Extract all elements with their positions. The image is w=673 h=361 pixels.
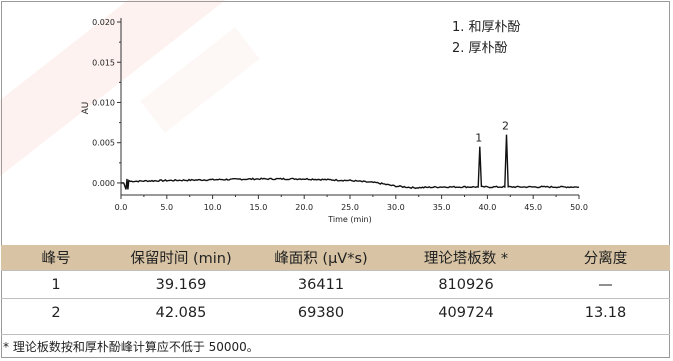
x-tick-label: 20.0 xyxy=(295,203,313,212)
x-axis-label: Time (min) xyxy=(327,215,371,224)
cell-retention-time: 42.085 xyxy=(111,298,251,326)
header-retention-time: 保留时间 (min) xyxy=(111,245,251,271)
x-tick-label: 35.0 xyxy=(433,203,451,212)
x-tick-label: 0.0 xyxy=(115,203,128,212)
header-peak-no: 峰号 xyxy=(1,245,111,271)
cell-plates: 409724 xyxy=(391,298,541,326)
peak-legend: 1. 和厚朴酚 2. 厚朴酚 xyxy=(452,17,521,59)
table-row: 2 42.085 69380 409724 13.18 xyxy=(1,298,670,326)
legend-item-2: 2. 厚朴酚 xyxy=(452,41,508,56)
table-header-row: 峰号 保留时间 (min) 峰面积 (μV*s) 理论塔板数 * 分离度 xyxy=(1,245,670,271)
x-tick-label: 10.0 xyxy=(204,203,222,212)
table-row: 1 39.169 36411 810926 — xyxy=(1,270,670,299)
table-footnote: * 理论板数按和厚朴酚峰计算应不低于 50000。 xyxy=(1,334,670,358)
cell-plates: 810926 xyxy=(391,270,541,299)
y-tick-label: 0.005 xyxy=(92,139,115,148)
cell-peak-area: 69380 xyxy=(251,298,391,326)
results-table: 峰号 保留时间 (min) 峰面积 (μV*s) 理论塔板数 * 分离度 1 3… xyxy=(1,245,670,326)
cell-peak-no: 1 xyxy=(1,270,111,299)
cell-resolution: 13.18 xyxy=(541,298,670,326)
cell-peak-no: 2 xyxy=(1,298,111,326)
cell-retention-time: 39.169 xyxy=(111,270,251,299)
x-tick-label: 5.0 xyxy=(160,203,173,212)
x-tick-label: 40.0 xyxy=(478,203,496,212)
cell-resolution: — xyxy=(541,270,670,299)
y-axis-label: AU xyxy=(81,102,91,115)
legend-item-1: 1. 和厚朴酚 xyxy=(452,20,521,35)
x-tick-label: 25.0 xyxy=(341,203,359,212)
x-tick-label: 45.0 xyxy=(524,203,542,212)
header-plates: 理论塔板数 * xyxy=(391,245,541,271)
x-tick-label: 50.0 xyxy=(570,203,588,212)
peak-label: 2 xyxy=(502,120,509,133)
cell-peak-area: 36411 xyxy=(251,270,391,299)
header-peak-area: 峰面积 (μV*s) xyxy=(251,245,391,271)
chromatogram-trace xyxy=(121,134,580,190)
y-tick-label: 0.015 xyxy=(92,58,115,67)
x-tick-label: 30.0 xyxy=(387,203,405,212)
y-tick-label: 0.000 xyxy=(92,179,115,188)
y-tick-label: 0.020 xyxy=(92,18,115,27)
header-resolution: 分离度 xyxy=(541,245,670,271)
y-tick-label: 0.010 xyxy=(92,98,115,107)
x-tick-label: 15.0 xyxy=(249,203,267,212)
peak-label: 1 xyxy=(475,132,482,145)
chromatogram-chart: 0.000 0.005 0.010 0.015 0.020 0.0 5.0 10.0 15.0 2… xyxy=(81,18,588,224)
